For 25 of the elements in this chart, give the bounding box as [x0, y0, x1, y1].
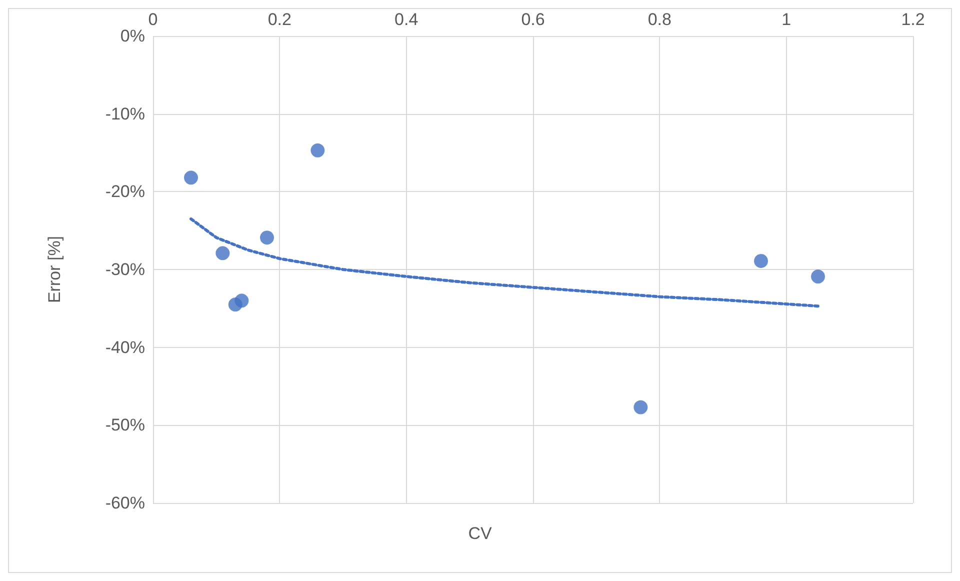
- point: [634, 400, 648, 414]
- y-tick-label: -10%: [105, 104, 145, 124]
- x-tick-label: 0.6: [521, 10, 545, 29]
- y-tick-label: -20%: [105, 182, 145, 202]
- point: [234, 294, 249, 308]
- x-axis-title: CV: [468, 524, 492, 543]
- y-tick-label: -30%: [105, 260, 145, 279]
- x-tick-label: 1.2: [901, 10, 925, 29]
- y-tick-label: -50%: [105, 416, 145, 435]
- line-series: [190, 217, 820, 308]
- x-tick-label: 0.8: [648, 10, 672, 29]
- y-tick-label: -40%: [105, 338, 145, 357]
- point: [216, 246, 230, 260]
- x-tick-label: 0.2: [268, 10, 292, 29]
- point: [184, 170, 198, 185]
- point: [754, 254, 768, 268]
- y-tick-label: -60%: [105, 494, 145, 512]
- y-axis-title: Error [%]: [45, 236, 64, 304]
- point: [811, 270, 825, 284]
- x-tick-label: 0.4: [394, 10, 418, 29]
- x-tick-label: 0: [148, 10, 158, 29]
- x-tick-label: 1: [782, 10, 792, 29]
- point: [260, 230, 274, 245]
- point: [310, 143, 325, 158]
- y-tick-label: 0%: [120, 26, 145, 46]
